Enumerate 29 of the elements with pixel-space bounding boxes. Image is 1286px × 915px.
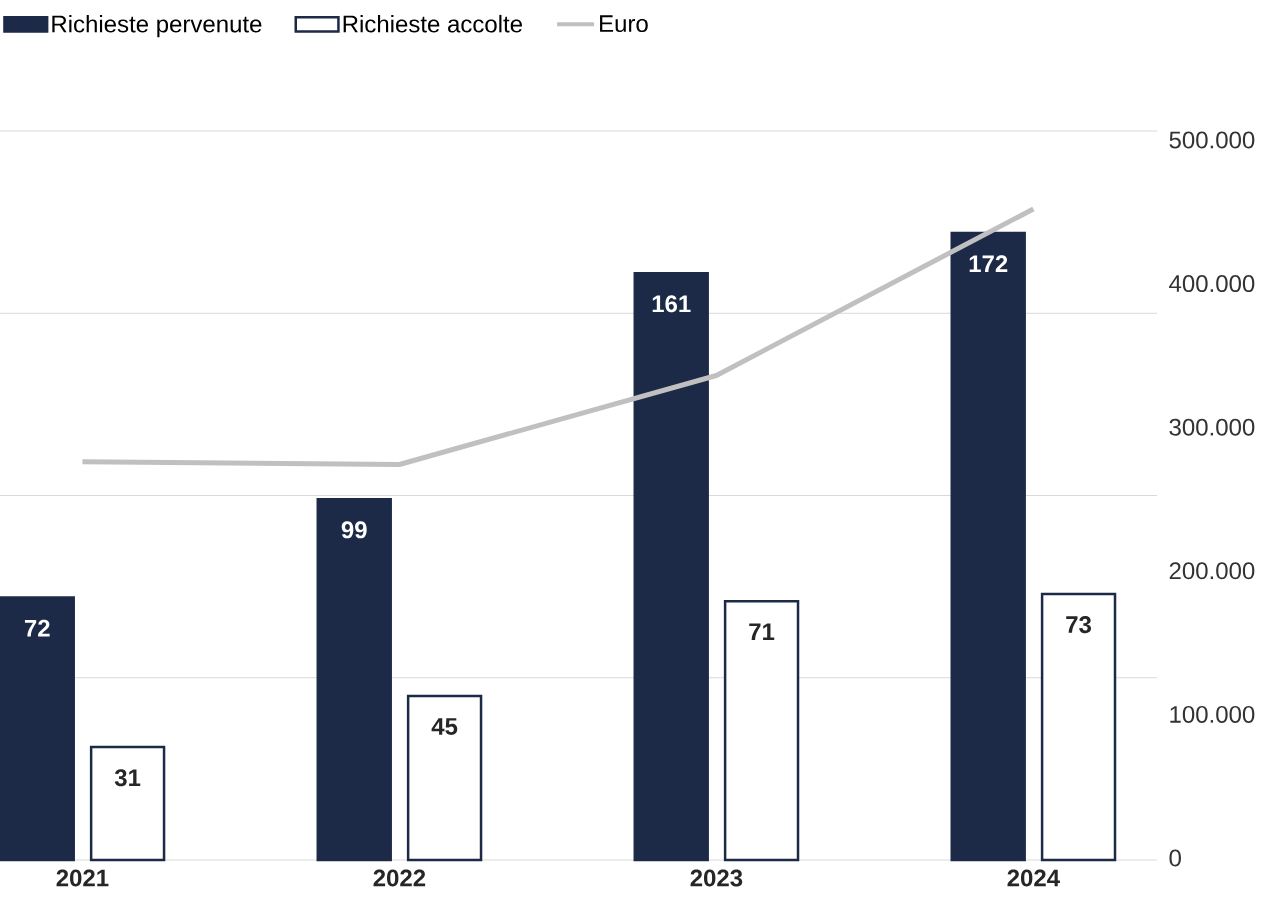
bar [89, 745, 166, 862]
data-label: 172 [969, 255, 1008, 273]
bar [950, 231, 1026, 862]
data-label: 99 [341, 521, 367, 539]
y2-tick-label: 0 [1169, 849, 1181, 867]
data-label: 71 [749, 623, 775, 640]
legend-label: Richieste accolte [343, 14, 522, 33]
y2-tick-label: 100.000 [1170, 705, 1255, 723]
bar [316, 497, 392, 862]
bar [723, 599, 800, 862]
bar [406, 694, 483, 862]
data-label: 45 [431, 718, 458, 735]
y2-tick-label: 400.000 [1169, 275, 1255, 293]
y2-tick-label: 500.000 [1169, 131, 1255, 149]
bar [1040, 592, 1117, 862]
data-label: 72 [24, 619, 50, 637]
legend-label: Euro [600, 15, 648, 33]
bar [0, 596, 75, 862]
data-label: 31 [114, 769, 141, 787]
bar [633, 271, 709, 862]
y2-tick-label: 300.000 [1169, 418, 1255, 436]
x-tick-label: 2022 [373, 869, 426, 887]
legend-label: Richieste pervenute [52, 14, 262, 38]
x-tick-label: 2021 [56, 869, 109, 887]
x-tick-label: 2023 [690, 869, 743, 887]
y2-tick-label: 200.000 [1169, 562, 1255, 580]
data-label: 161 [652, 295, 691, 313]
data-label: 73 [1066, 616, 1092, 634]
x-tick-label: 2024 [1007, 869, 1060, 887]
